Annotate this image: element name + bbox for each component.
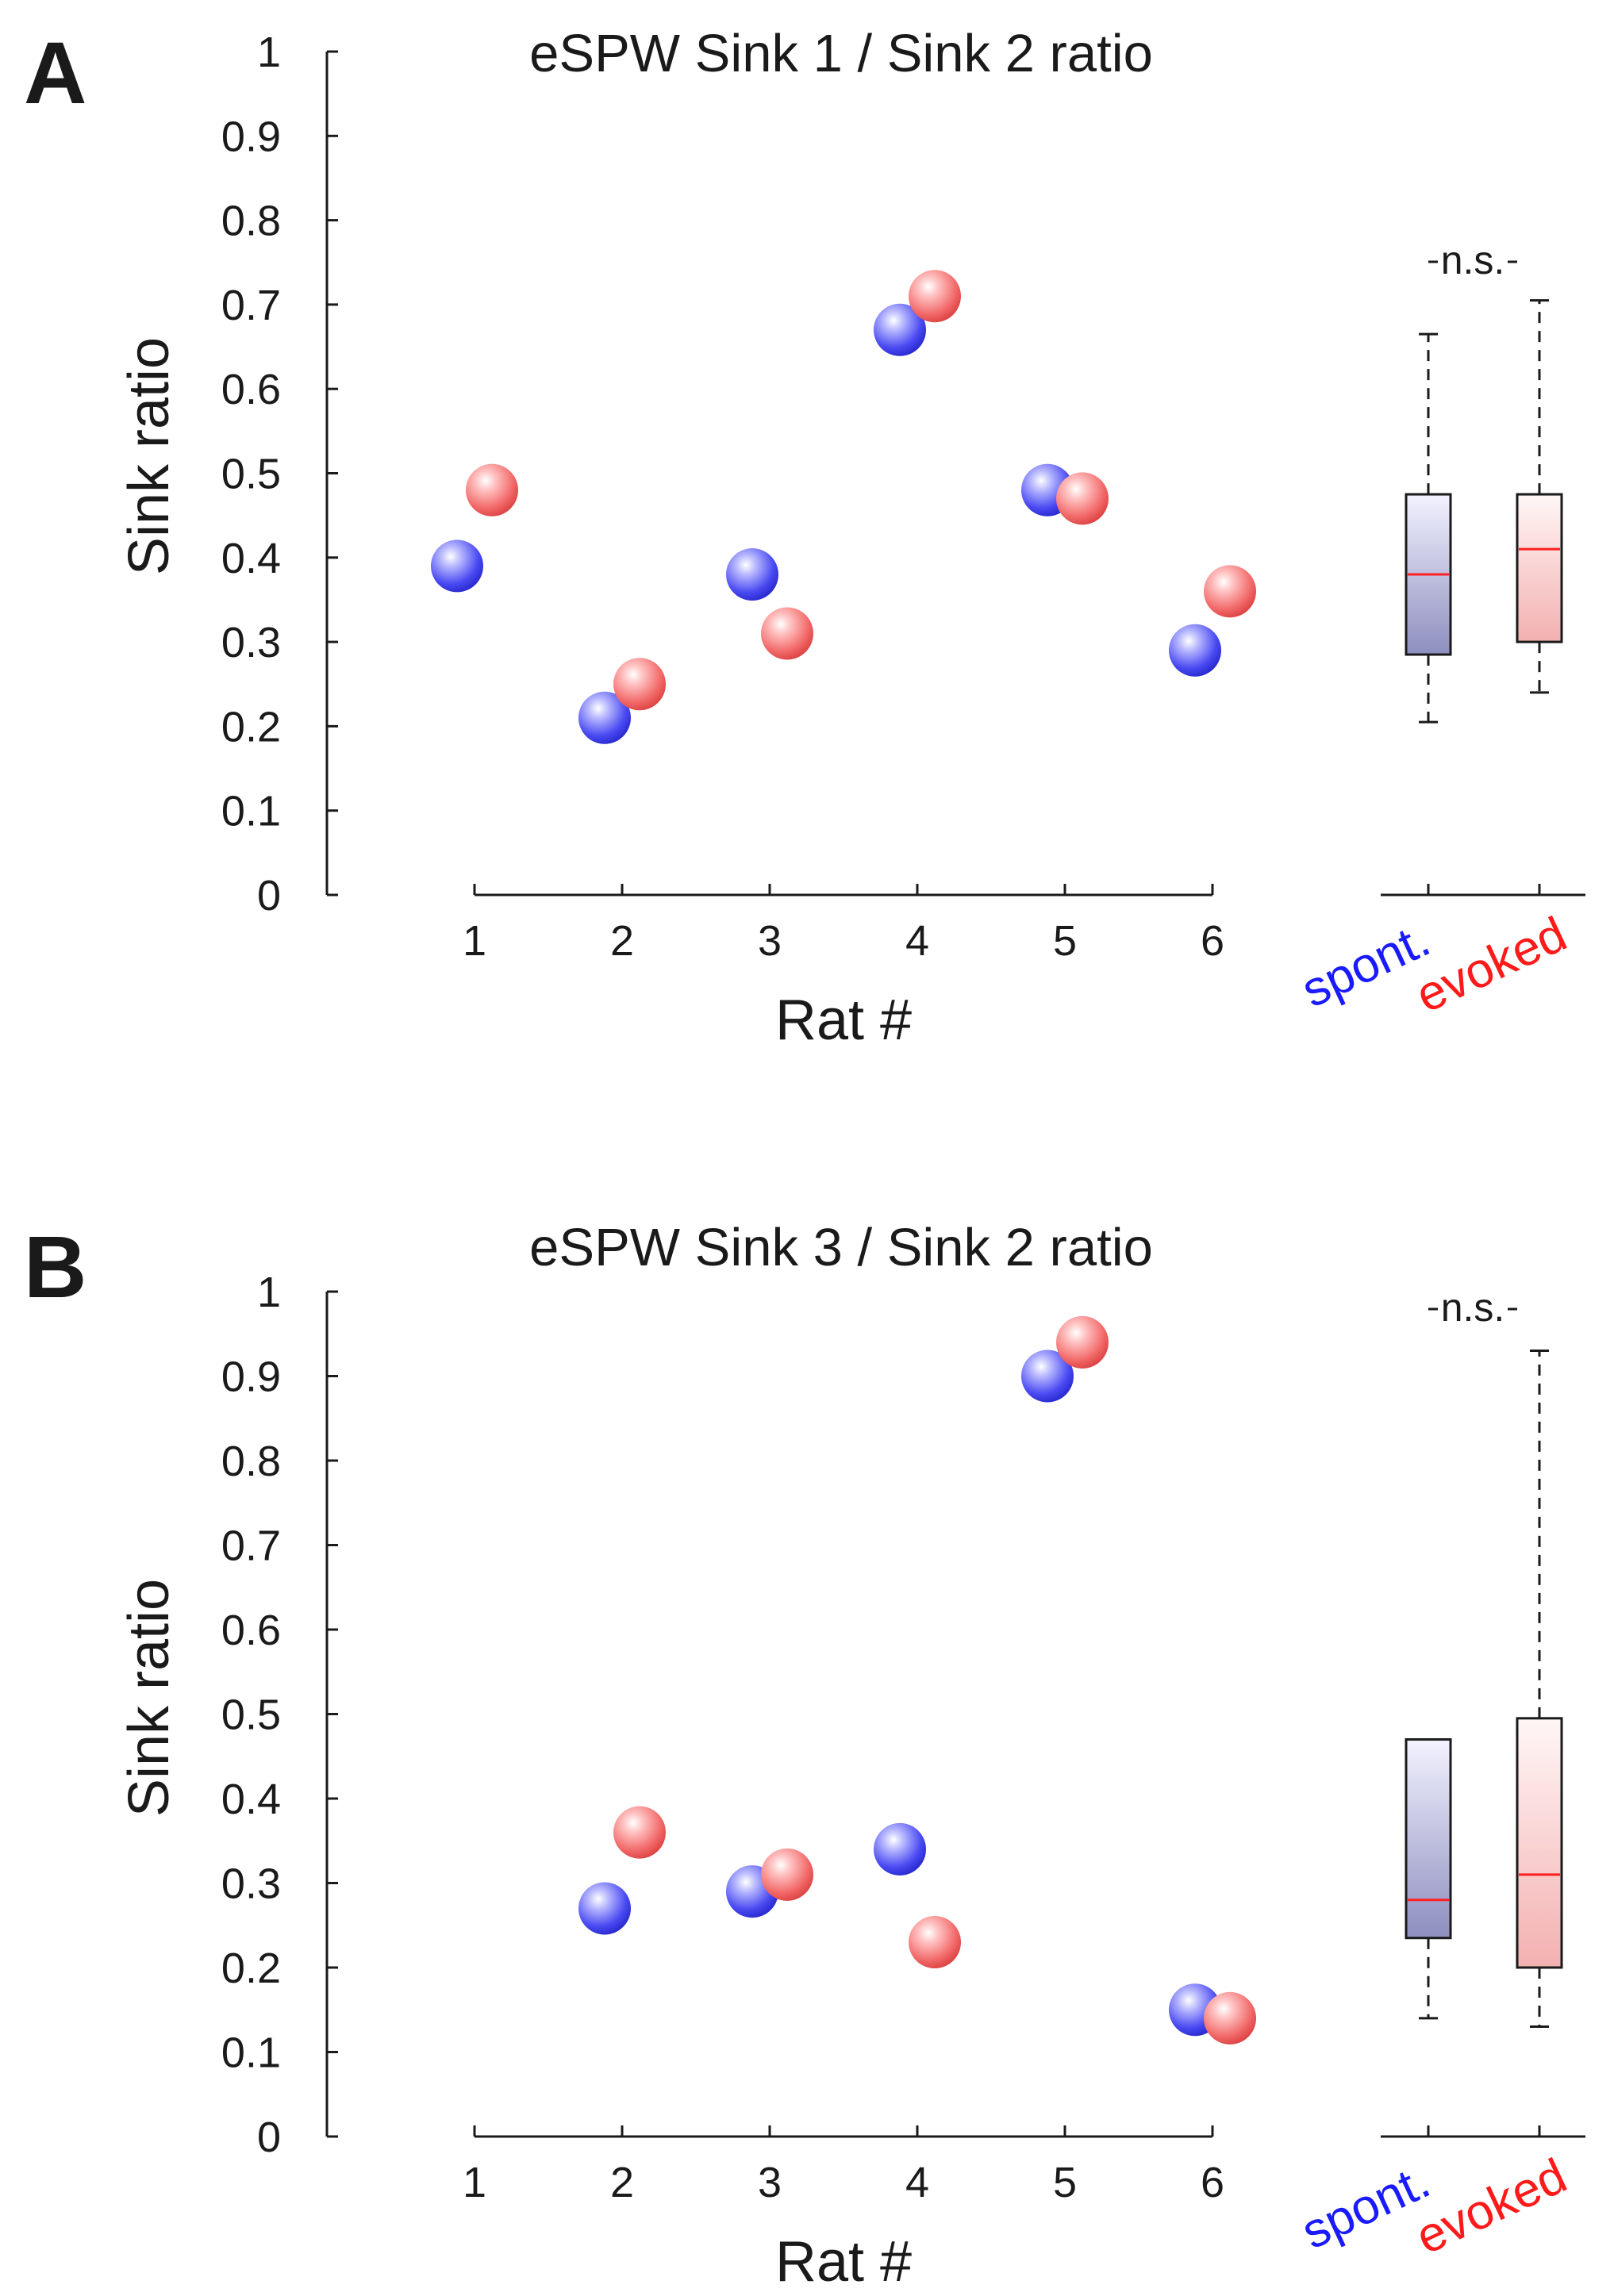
group-label-evoked-a: evoked [1408, 907, 1574, 1023]
y-tick-label: 0.6 [221, 1607, 281, 1654]
x-tick-label: 4 [905, 917, 929, 965]
evoked-point [909, 270, 961, 323]
x-tick-label: 2 [610, 2159, 634, 2206]
spont-point [1169, 624, 1221, 677]
y-tick-label: 0 [257, 872, 281, 920]
x-tick-label: 5 [1053, 2159, 1077, 2206]
y-tick-label: 0.1 [221, 2029, 281, 2077]
evoked-box [1516, 1717, 1563, 1969]
y-tick-label: 0.7 [221, 282, 281, 329]
y-tick-label: 0.3 [221, 619, 281, 666]
y-tick-label: 0.7 [221, 1522, 281, 1570]
evoked-point [1056, 472, 1109, 525]
y-tick-label: 0.8 [221, 1438, 281, 1485]
x-axis-label-a: Rat # [775, 989, 912, 1052]
data-points-b [578, 1315, 1256, 2045]
spont-point [1021, 1350, 1074, 1403]
y-tick-label: 1 [257, 29, 281, 76]
y-tick-label: 0.5 [221, 451, 281, 498]
spont-box [1405, 1737, 1452, 1940]
y-tick-label: 0.3 [221, 1860, 281, 1908]
significance-label-b: n.s. [1441, 1285, 1505, 1330]
y-tick-label: 0.4 [221, 535, 281, 582]
evoked-point [613, 658, 666, 711]
x-tick-label: 3 [758, 917, 782, 965]
x-tick-label: 2 [610, 917, 634, 965]
y-tick-label: 1 [257, 1269, 281, 1316]
y-axis-label-b: Sink ratio [117, 1579, 181, 1817]
evoked-point [1204, 565, 1256, 618]
y-tick-label: 0.5 [221, 1691, 281, 1739]
x-tick-label: 4 [905, 2159, 929, 2206]
evoked-box [1516, 493, 1563, 643]
y-axis-b: 0 0.1 0.2 0.3 0.4 0.5 0.6 0.7 0.8 0.9 1 [221, 1269, 338, 2161]
boxplots-a [1405, 260, 1563, 724]
y-axis-label-a: Sink ratio [117, 337, 181, 575]
spont-point [726, 548, 778, 601]
y-tick-label: 0.2 [221, 703, 281, 751]
group-label-evoked-b: evoked [1408, 2148, 1574, 2265]
spont-point [874, 1822, 926, 1876]
group-label-spont-b: spont. [1293, 2153, 1438, 2260]
y-tick-label: 0.4 [221, 1776, 281, 1823]
spont-point [578, 691, 631, 744]
y-tick-label: 0.2 [221, 1945, 281, 1992]
spont-point [874, 303, 926, 356]
significance-label-a: n.s. [1441, 238, 1505, 282]
panel-a: A eSPW Sink 1 / Sink 2 ratio Sink ratio … [24, 24, 1585, 1052]
x-tick-label: 6 [1201, 2159, 1224, 2206]
y-tick-label: 0.1 [221, 788, 281, 835]
y-tick-label: 0.9 [221, 113, 281, 160]
y-axis-a: 0 0.1 0.2 0.3 0.4 0.5 0.6 0.7 0.8 0.9 1 [221, 29, 338, 920]
evoked-point [761, 607, 813, 660]
y-tick-label: 0.6 [221, 366, 281, 413]
spont-point [578, 1882, 631, 1935]
y-tick-label: 0.9 [221, 1353, 281, 1401]
y-tick-label: 0.8 [221, 198, 281, 245]
x-axis-b: 1 2 3 4 5 6 [463, 2125, 1585, 2206]
group-label-spont-a: spont. [1293, 912, 1438, 1018]
evoked-point [761, 1848, 813, 1901]
chart-title-a: eSPW Sink 1 / Sink 2 ratio [529, 24, 1153, 83]
x-axis-label-b: Rat # [775, 2230, 912, 2294]
evoked-point [1056, 1315, 1109, 1369]
spont-point [431, 539, 483, 593]
evoked-point [1204, 1991, 1256, 2045]
panel-b: B eSPW Sink 3 / Sink 2 ratio Sink ratio … [24, 1218, 1585, 2294]
x-tick-label: 3 [758, 2159, 782, 2206]
panel-label-a: A [24, 25, 86, 122]
data-points-a [431, 270, 1256, 744]
evoked-point [613, 1806, 666, 1859]
x-tick-label: 1 [463, 2159, 486, 2206]
evoked-point [909, 1916, 961, 1969]
boxplots-b [1405, 1307, 1563, 2029]
evoked-point [466, 463, 518, 516]
chart-title-b: eSPW Sink 3 / Sink 2 ratio [529, 1218, 1153, 1277]
panel-label-b: B [24, 1219, 86, 1316]
x-tick-label: 5 [1053, 917, 1077, 965]
x-tick-label: 1 [463, 917, 486, 965]
y-tick-label: 0 [257, 2114, 281, 2161]
x-tick-label: 6 [1201, 917, 1224, 965]
x-axis-a: 1 2 3 4 5 6 [463, 884, 1585, 965]
